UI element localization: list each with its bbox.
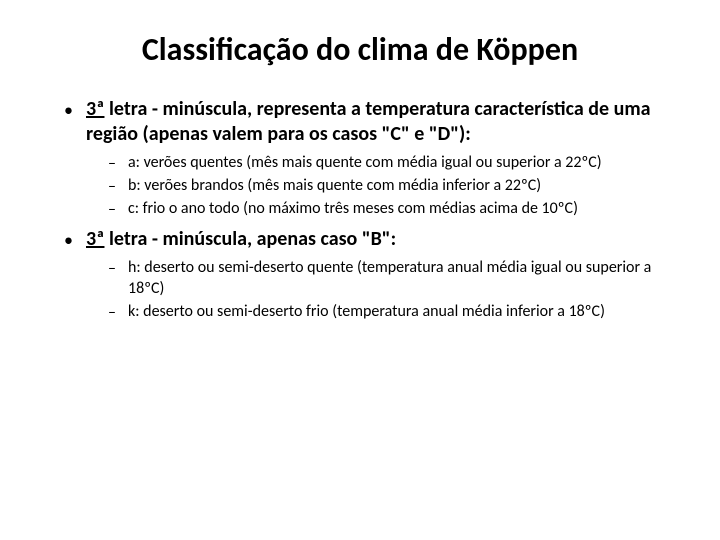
bullet-list-level1: 3ª letra - minúscula, representa a tempe… [50, 97, 670, 323]
section-heading: 3ª letra - minúscula, apenas caso "B": [86, 227, 670, 252]
heading-rest: letra - minúscula, representa a temperat… [86, 97, 650, 146]
list-item: 3ª letra - minúscula, apenas caso "B": h… [50, 227, 670, 322]
list-item: a: verões quentes (mês mais quente com m… [86, 153, 670, 174]
ordinal-text: 3ª [86, 97, 104, 121]
list-item: k: deserto ou semi-deserto frio (tempera… [86, 302, 670, 323]
list-item: 3ª letra - minúscula, representa a tempe… [50, 97, 670, 219]
heading-rest: letra - minúscula, apenas caso "B": [104, 227, 396, 251]
item-text: a: verões quentes (mês mais quente com m… [128, 153, 602, 172]
bullet-list-level2: a: verões quentes (mês mais quente com m… [86, 153, 670, 219]
item-text: k: deserto ou semi-deserto frio (tempera… [128, 302, 605, 321]
section-heading: 3ª letra - minúscula, representa a tempe… [86, 97, 670, 147]
item-text: b: verões brandos (mês mais quente com m… [128, 176, 541, 195]
slide-title: Classificação do clima de Köppen [50, 30, 670, 69]
list-item: b: verões brandos (mês mais quente com m… [86, 176, 670, 197]
ordinal-text: 3ª [86, 227, 104, 251]
item-text: c: frio o ano todo (no máximo três meses… [128, 199, 578, 218]
list-item: c: frio o ano todo (no máximo três meses… [86, 199, 670, 220]
list-item: h: deserto ou semi-deserto quente (tempe… [86, 258, 670, 300]
item-text: h: deserto ou semi-deserto quente (tempe… [128, 258, 651, 298]
bullet-list-level2: h: deserto ou semi-deserto quente (tempe… [86, 258, 670, 322]
